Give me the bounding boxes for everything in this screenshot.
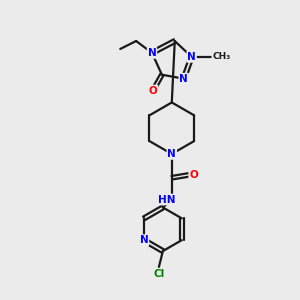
- Text: CH₃: CH₃: [212, 52, 230, 62]
- Text: HN: HN: [158, 194, 175, 205]
- Text: N: N: [148, 48, 156, 58]
- Text: N: N: [167, 149, 176, 159]
- Text: O: O: [148, 85, 157, 96]
- Text: N: N: [179, 74, 188, 84]
- Text: N: N: [187, 52, 196, 62]
- Text: Cl: Cl: [153, 269, 164, 279]
- Text: O: O: [189, 170, 198, 180]
- Text: N: N: [140, 235, 148, 245]
